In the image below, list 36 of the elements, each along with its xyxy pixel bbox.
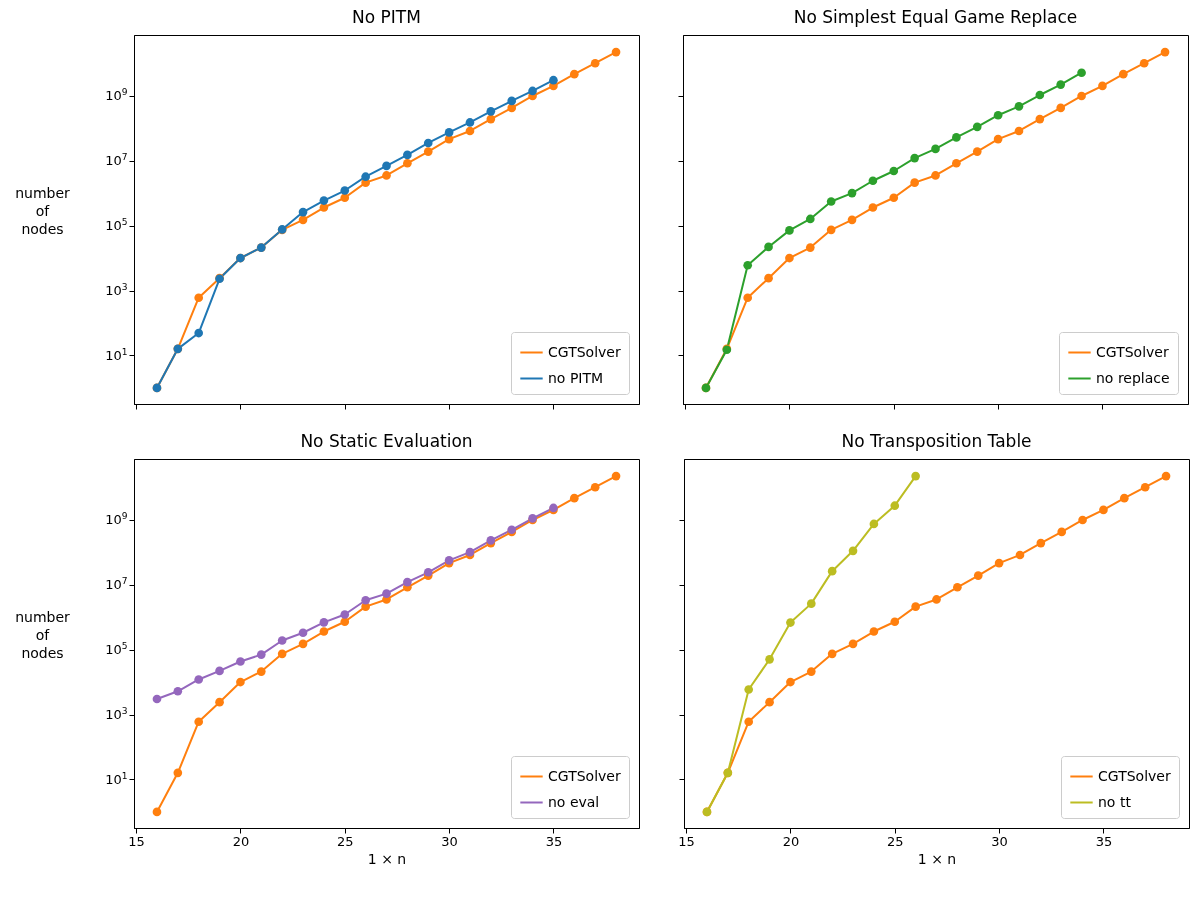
chart-title: No Transposition Table bbox=[841, 431, 1032, 451]
legend-label: no PITM bbox=[548, 369, 604, 386]
y-tick-label: 10$^{7}$ bbox=[105, 576, 128, 593]
legend-label: CGTSolver bbox=[1096, 343, 1169, 360]
y-tick-label: 10$^{3}$ bbox=[105, 706, 128, 723]
x-axis-title: 1 × n bbox=[917, 850, 957, 867]
y-tick-label: 10$^{3}$ bbox=[105, 282, 128, 299]
x-axis-title: 1 × n bbox=[367, 850, 407, 867]
x-tick-label: 20 bbox=[782, 833, 800, 849]
y-axis-title: number of nodes bbox=[15, 609, 71, 661]
x-tick-label: 30 bbox=[441, 833, 458, 849]
y-axis-title: number of nodes bbox=[15, 185, 71, 237]
chart-title: No Static Evaluation bbox=[300, 431, 473, 451]
y-tick-label: 10$^{5}$ bbox=[105, 217, 128, 234]
x-tick-label: 25 bbox=[886, 833, 904, 849]
chart-title: No PITM bbox=[352, 7, 421, 27]
x-tick-label: 25 bbox=[336, 833, 354, 849]
y-tick-label: 10$^{9}$ bbox=[105, 511, 128, 528]
legend-label: no tt bbox=[1098, 793, 1132, 810]
y-tick-label: 10$^{9}$ bbox=[105, 87, 128, 104]
legend-label: CGTSolver bbox=[548, 343, 621, 360]
x-tick-label: 35 bbox=[1095, 833, 1113, 849]
y-tick-label: 10$^{1}$ bbox=[105, 770, 128, 787]
y-tick-label: 10$^{7}$ bbox=[105, 152, 128, 169]
x-tick-label: 35 bbox=[545, 833, 563, 849]
x-tick-label: 30 bbox=[991, 833, 1008, 849]
legend-label: no replace bbox=[1096, 369, 1170, 386]
legend-label: CGTSolver bbox=[1098, 767, 1171, 784]
x-tick-label: 15 bbox=[128, 833, 145, 849]
y-tick-label: 10$^{5}$ bbox=[105, 641, 128, 658]
legend-label: no eval bbox=[548, 793, 600, 810]
y-tick-label: 10$^{1}$ bbox=[105, 346, 128, 363]
chart-title: No Simplest Equal Game Replace bbox=[793, 7, 1078, 27]
x-tick-label: 15 bbox=[678, 833, 695, 849]
x-tick-label: 20 bbox=[232, 833, 250, 849]
legend-label: CGTSolver bbox=[548, 767, 621, 784]
